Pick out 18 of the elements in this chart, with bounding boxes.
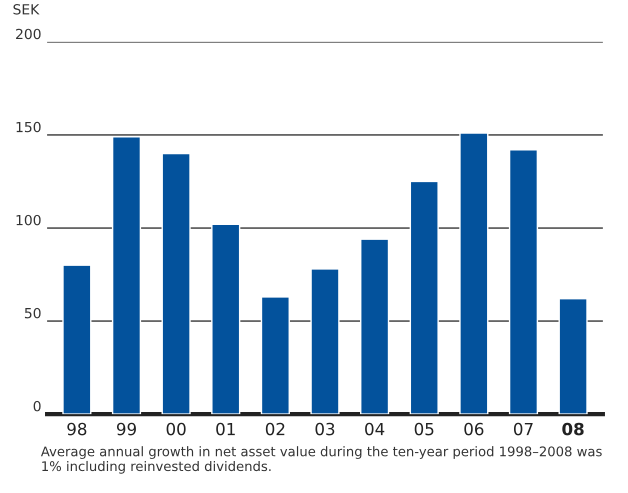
y-tick-label: 200 [16, 28, 41, 40]
y-tick-label: 0 [34, 400, 41, 412]
x-tick-label: 06 [464, 422, 484, 436]
x-tick-label: 05 [414, 422, 434, 436]
x-tick-label: 98 [67, 422, 86, 436]
y-axis-title: SEK [13, 4, 40, 15]
x-tick-label: 08 [562, 422, 584, 436]
x-tick-label: 01 [216, 422, 235, 436]
x-tick-label: 02 [266, 422, 284, 436]
x-tick-label: 04 [365, 422, 384, 436]
x-tick-label: 00 [166, 422, 186, 436]
y-tick-label: 100 [16, 214, 41, 226]
x-tick-label: 07 [514, 422, 533, 436]
y-tick-label: 150 [16, 122, 41, 132]
y-tick-label: 50 [24, 308, 41, 318]
x-tick-label: 99 [116, 422, 136, 436]
x-tick-label: 03 [315, 422, 334, 436]
text: Average annual growth in net asset value during the ten-year period 1998–2008 was 1% including reinvested dividends. [40, 446, 602, 474]
